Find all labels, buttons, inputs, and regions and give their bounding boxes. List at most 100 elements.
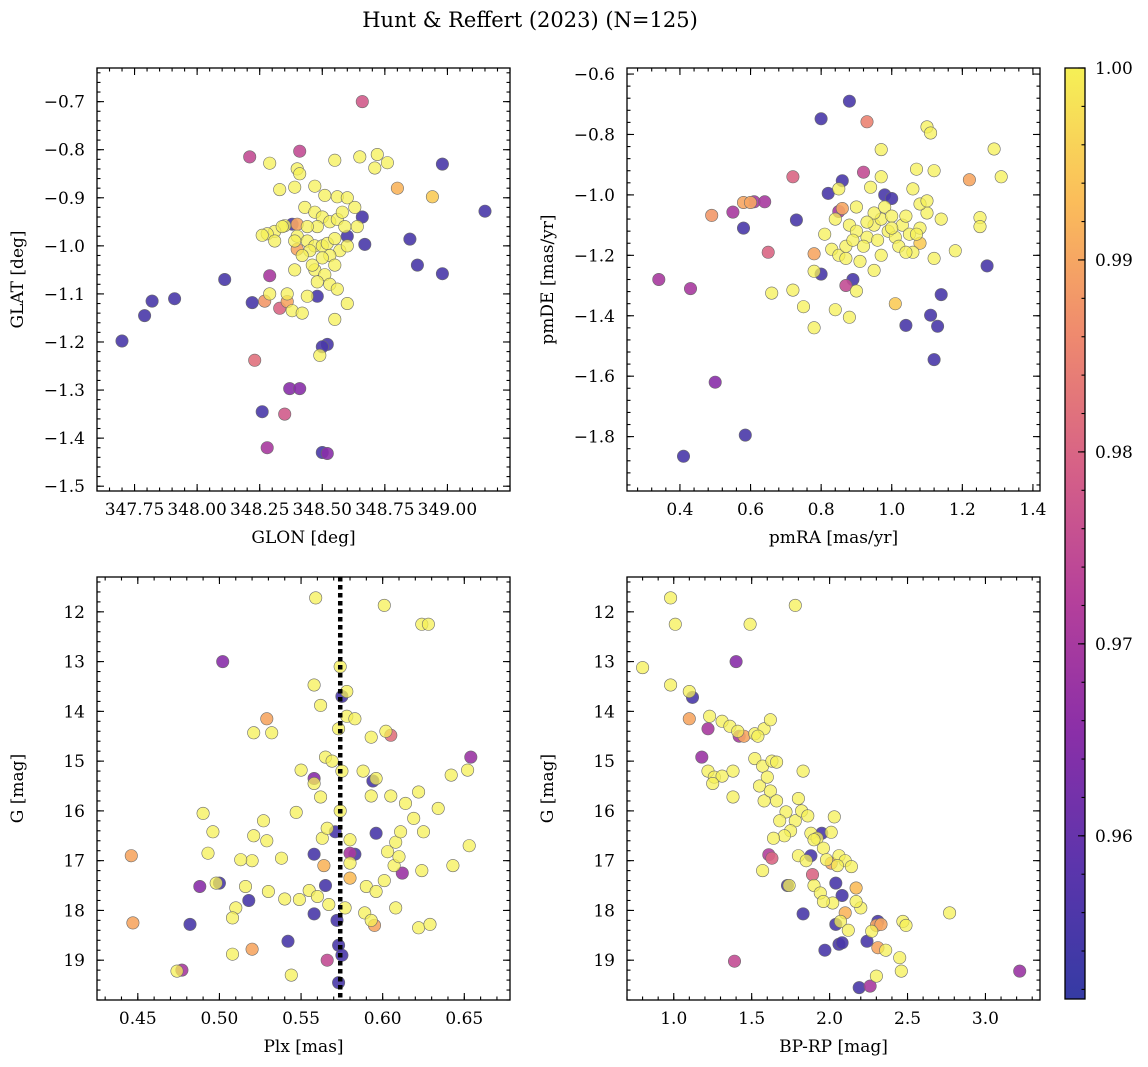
data-point: [234, 853, 248, 867]
data-point: [894, 964, 908, 978]
y-tick-label: 19: [593, 951, 615, 971]
data-point: [695, 750, 709, 764]
data-point: [869, 969, 883, 983]
x-axis-label: BP-RP [mag]: [779, 1037, 888, 1057]
data-point: [381, 845, 395, 859]
data-point: [636, 661, 650, 675]
data-point: [786, 170, 800, 184]
y-tick-label: 16: [63, 802, 85, 822]
data-point: [909, 227, 923, 241]
y-tick-label: 14: [63, 702, 85, 722]
data-point: [394, 825, 408, 839]
data-point: [878, 200, 892, 214]
data-point: [350, 220, 364, 234]
colorbar-frame: [1064, 67, 1086, 1000]
x-tick-label: 348.00: [167, 500, 226, 520]
data-point: [751, 729, 765, 743]
data-point: [765, 286, 779, 300]
y-axis-label: GLAT [deg]: [8, 230, 28, 328]
data-point: [652, 272, 666, 286]
data-point: [255, 405, 269, 419]
x-tick-label: 2.5: [894, 1009, 921, 1029]
data-point: [446, 859, 460, 873]
data-point: [664, 678, 678, 692]
data-point: [294, 763, 308, 777]
data-point: [920, 194, 934, 208]
axes-frame: [626, 67, 1041, 492]
data-point: [727, 954, 741, 968]
data-point: [343, 856, 357, 870]
data-point: [853, 254, 867, 268]
data-point: [390, 181, 404, 195]
y-tick-label: 13: [63, 653, 85, 673]
data-point: [328, 312, 342, 326]
data-point: [377, 598, 391, 612]
data-point: [849, 894, 863, 908]
data-point: [835, 202, 849, 216]
data-point: [412, 785, 426, 799]
data-point: [819, 853, 833, 867]
x-tick-label: 1.2: [949, 500, 976, 520]
y-tick-label: −1.4: [574, 307, 615, 327]
data-point: [300, 289, 314, 303]
y-tick-label: −1.5: [44, 477, 85, 497]
data-point: [356, 764, 370, 778]
axes-frame: [626, 576, 1041, 1001]
data-point: [423, 917, 437, 931]
y-tick-label: −1.6: [574, 367, 615, 387]
data-point: [307, 907, 321, 921]
y-tick-label: −0.8: [574, 125, 615, 145]
colorbar: 0.96 0.97 0.98 0.99 1.00: [1064, 59, 1133, 1000]
data-point: [193, 879, 207, 893]
y-tick-label: 15: [63, 752, 85, 772]
data-point: [138, 309, 152, 323]
data-point: [816, 894, 830, 908]
points-p4: [636, 591, 1027, 995]
data-point: [308, 179, 322, 193]
data-point: [307, 678, 321, 692]
y-tick-label: 15: [593, 752, 615, 772]
y-tick-label: 18: [593, 901, 615, 921]
axes-frame: [96, 67, 511, 492]
data-point: [126, 916, 140, 930]
data-point: [218, 272, 232, 286]
data-point: [209, 876, 223, 890]
data-point: [676, 449, 690, 463]
data-point: [1013, 964, 1027, 978]
y-tick-label: 14: [593, 702, 615, 722]
data-point: [682, 712, 696, 726]
colorbar-tick-label: 0.98: [1095, 443, 1133, 463]
data-point: [245, 296, 259, 310]
data-point: [322, 897, 336, 911]
data-point: [314, 790, 328, 804]
data-point: [726, 764, 740, 778]
data-point: [856, 165, 870, 179]
data-point: [115, 334, 129, 348]
data-point: [268, 234, 282, 248]
y-tick-label: −0.8: [44, 141, 85, 161]
data-point: [243, 150, 257, 164]
data-point: [860, 215, 874, 229]
data-point: [763, 713, 777, 727]
x-tick-label: 1.0: [878, 500, 905, 520]
data-point: [310, 889, 324, 903]
data-point: [183, 917, 197, 931]
data-point: [871, 233, 885, 247]
data-point: [265, 726, 279, 740]
data-point: [307, 847, 321, 861]
points-p2: [652, 94, 1008, 463]
x-axis-label: pmRA [mas/yr]: [769, 528, 898, 548]
data-point: [295, 306, 309, 320]
data-point: [275, 220, 289, 234]
data-point: [310, 275, 324, 289]
data-point: [300, 220, 314, 234]
y-tick-label: −1.1: [44, 285, 85, 305]
data-point: [864, 180, 878, 194]
data-point: [849, 200, 863, 214]
data-point: [867, 263, 881, 277]
x-tick-label: 1.4: [1019, 500, 1046, 520]
y-tick-label: 12: [593, 603, 615, 623]
colorbar-tick-label: 0.96: [1095, 827, 1133, 847]
data-point: [216, 655, 230, 669]
data-point: [435, 157, 449, 171]
